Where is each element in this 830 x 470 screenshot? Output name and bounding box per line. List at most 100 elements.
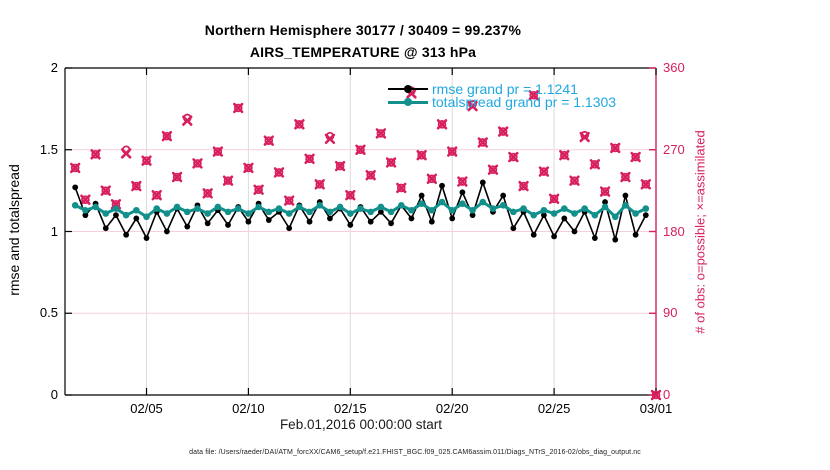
totalspread-marker [336,203,344,211]
y-axis-label-right: # of obs: o=possible; ×=assimilated [692,130,708,334]
rmse-marker [225,222,231,228]
totalspread-marker [122,211,130,219]
legend-item-totalspread: totalspread grand pr = 1.1303 [388,94,617,111]
x-axis-label: Feb.01,2016 00:00:00 start [279,417,443,432]
legend-item-totalspread-label: totalspread grand pr = 1.1303 [432,94,617,111]
rmse-marker [367,218,374,225]
totalspread-marker [622,202,629,209]
x-tick-label: 02/25 [537,401,571,416]
rmse-marker [428,218,435,225]
obs-possible-marker [182,113,192,123]
left-tick-label: 0.5 [39,305,58,321]
totalspread-marker [550,210,558,217]
rmse-marker [163,228,170,235]
rmse-marker [612,236,619,243]
right-tick-label: 360 [663,60,685,75]
totalspread-marker [143,213,150,221]
rmse-marker [82,212,89,219]
obs-possible-marker [295,120,304,129]
obs-possible-marker [152,190,162,200]
rmse-marker [591,235,598,241]
right-tick-label: 180 [663,223,685,239]
totalspread-marker [92,203,99,211]
totalspread-marker [194,205,201,212]
obs-possible-marker [519,181,528,191]
rmse-marker [408,215,415,222]
obs-possible-marker [213,147,223,156]
obs-possible-marker [539,167,549,176]
totalspread-marker [224,208,232,216]
rmse-marker [449,215,456,222]
totalspread-marker [255,203,262,211]
totalspread-marker [326,208,334,216]
obs-possible-marker [570,176,579,185]
totalspread-marker [153,205,161,212]
legend: rmse grand pr = 1.1241 totalspread grand… [388,80,617,111]
totalspread-marker [418,200,425,208]
totalspread-marker [560,205,568,212]
rmse-marker [245,218,252,225]
rmse-marker [418,192,425,199]
obs-possible-marker [478,138,488,147]
obs-possible-marker [590,159,600,169]
rmse-marker [327,215,333,222]
totalspread-marker [163,210,171,217]
totalspread-marker [377,203,385,211]
chart-title-line-2: AIRS_TEMPERATURE @ 313 hPa [249,44,477,60]
rmse-marker [510,225,517,232]
left-tick-label: 0 [50,387,58,402]
rmse-marker [204,220,211,227]
totalspread-line-icon [388,97,428,107]
totalspread-marker [204,210,211,217]
rmse-marker [102,225,109,232]
obs-possible-marker [509,152,518,162]
obs-possible-marker [121,145,131,155]
rmse-marker [500,192,507,199]
totalspread-marker [112,205,120,212]
legend-item-rmse-label: rmse grand pr = 1.1241 [432,80,578,97]
totalspread-marker [489,205,497,212]
legend-item-rmse: rmse grand pr = 1.1241 [388,80,616,97]
totalspread-marker [459,200,466,208]
totalspread-marker [71,202,79,209]
obs-possible-marker [172,172,182,182]
totalspread-marker [285,210,293,217]
totalspread-marker [296,203,303,211]
totalspread-marker [183,208,191,216]
totalspread-marker [642,205,650,212]
right-tick-label: 0 [663,387,671,402]
obs-possible-marker [427,174,437,184]
rmse-marker [184,223,191,230]
obs-possible-marker [458,177,467,186]
obs-possible-marker [437,120,447,129]
totalspread-marker [367,208,374,216]
totalspread-marker [428,206,436,214]
obs-possible-marker [529,90,539,100]
totalspread-marker [479,198,487,206]
rmse-marker [347,222,354,228]
obs-possible-marker [468,100,477,109]
rmse-marker [571,228,578,235]
datafile-caption: data file: /Users/raeder/DAI/ATM_forcXX/… [189,449,641,456]
obs-possible-marker [600,187,610,196]
obs-possible-marker [488,165,498,175]
obs-possible-marker [264,136,274,145]
obs-possible-marker [315,179,325,189]
totalspread-marker [408,206,415,214]
obs-possible-marker [549,194,559,204]
totalspread-marker [316,202,324,209]
obs-possible-marker [254,185,263,195]
rmse-marker [602,199,608,205]
obs-possible-marker [335,161,345,171]
totalspread-marker [173,203,181,211]
rmse-marker [469,212,476,219]
right-tick-label: 90 [663,305,678,321]
rmse-marker [642,212,649,219]
totalspread-marker [469,206,476,214]
obs-possible-marker [621,172,630,182]
obs-possible-marker [223,176,233,185]
obs-possible-marker [641,179,651,189]
totalspread-marker [347,210,354,217]
